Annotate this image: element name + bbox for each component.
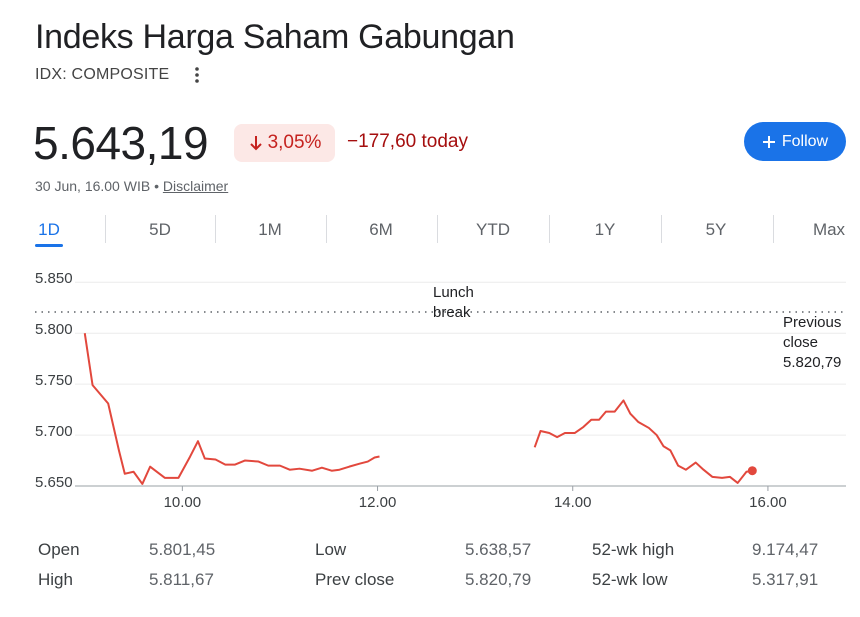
down-arrow xyxy=(249,136,262,151)
price: 5.643,19 xyxy=(33,117,209,169)
tab[interactable]: 1D xyxy=(38,220,60,239)
annotation: Previous close xyxy=(783,314,842,351)
y-tick-label: 5.750 xyxy=(35,372,73,389)
tab[interactable]: 5Y xyxy=(705,220,727,239)
x-tick-label: 12.00 xyxy=(359,494,397,511)
stat-value: 5.317,91 xyxy=(752,570,819,589)
end-dot xyxy=(747,466,757,476)
stat-value: 5.811,67 xyxy=(149,570,214,589)
follow-label: Follow xyxy=(781,132,829,150)
ticker: IDX: COMPOSITE xyxy=(35,66,170,83)
tab-separator xyxy=(772,215,774,243)
separator: • xyxy=(154,178,159,194)
change-percent: 3,05% xyxy=(267,132,322,153)
range-tabs: 1D 5D 1M 6M YTD 1Y 5Y Max xyxy=(0,215,860,249)
tab-separator xyxy=(437,215,438,243)
stat-value: 5.820,79 xyxy=(465,570,532,589)
follow-button[interactable]: Follow xyxy=(744,122,846,161)
y-tick-label: 5.700 xyxy=(35,423,73,440)
stat-label: High xyxy=(38,570,73,589)
change-badge: 3,05% xyxy=(234,124,335,162)
timestamp-row: 30 Jun, 16.00 WIB • Disclaimer xyxy=(35,178,228,194)
tab[interactable]: Max xyxy=(812,220,846,239)
disclaimer-link[interactable]: Disclaimer xyxy=(162,178,229,194)
stat-label: 52-wk high xyxy=(592,540,675,559)
stat-label: 52-wk low xyxy=(592,570,668,589)
stat-value: 5.638,57 xyxy=(465,540,532,559)
tab[interactable]: YTD xyxy=(476,220,510,239)
annotation: Lunch break xyxy=(433,284,474,321)
stat-value: 9.174,47 xyxy=(752,540,819,559)
x-tick-label: 14.00 xyxy=(554,494,592,511)
x-tick-label: 10.00 xyxy=(164,494,202,511)
tab[interactable]: 6M xyxy=(369,220,393,239)
price-line xyxy=(83,333,753,485)
y-tick-label: 5.650 xyxy=(35,474,73,491)
tab-separator xyxy=(215,215,216,243)
y-tick-label: 5.850 xyxy=(35,270,73,287)
stat-label: Open xyxy=(38,540,80,559)
y-tick-label: 5.800 xyxy=(35,321,73,338)
tab[interactable]: 1Y xyxy=(594,220,616,239)
more-menu[interactable] xyxy=(190,64,204,86)
tab[interactable]: 1M xyxy=(258,220,282,239)
stat-label: Prev close xyxy=(315,570,395,589)
timestamp: 30 Jun, 16.00 WIB xyxy=(35,178,151,194)
tab-separator xyxy=(660,215,662,243)
tab-underline xyxy=(35,244,63,247)
stat-value: 5.801,45 xyxy=(149,540,216,559)
prev-close-label: 5.820,79 xyxy=(783,354,842,371)
change: −177,60 today xyxy=(347,131,468,152)
tab-separator xyxy=(325,215,327,243)
stat-label: Low xyxy=(315,540,347,559)
tab-separator xyxy=(104,215,106,243)
plus-icon xyxy=(762,135,775,148)
x-tick-label: 16.00 xyxy=(749,494,787,511)
tab-separator xyxy=(549,215,550,243)
tab[interactable]: 5D xyxy=(149,220,171,239)
title: Indeks Harga Saham Gabungan xyxy=(35,18,515,56)
